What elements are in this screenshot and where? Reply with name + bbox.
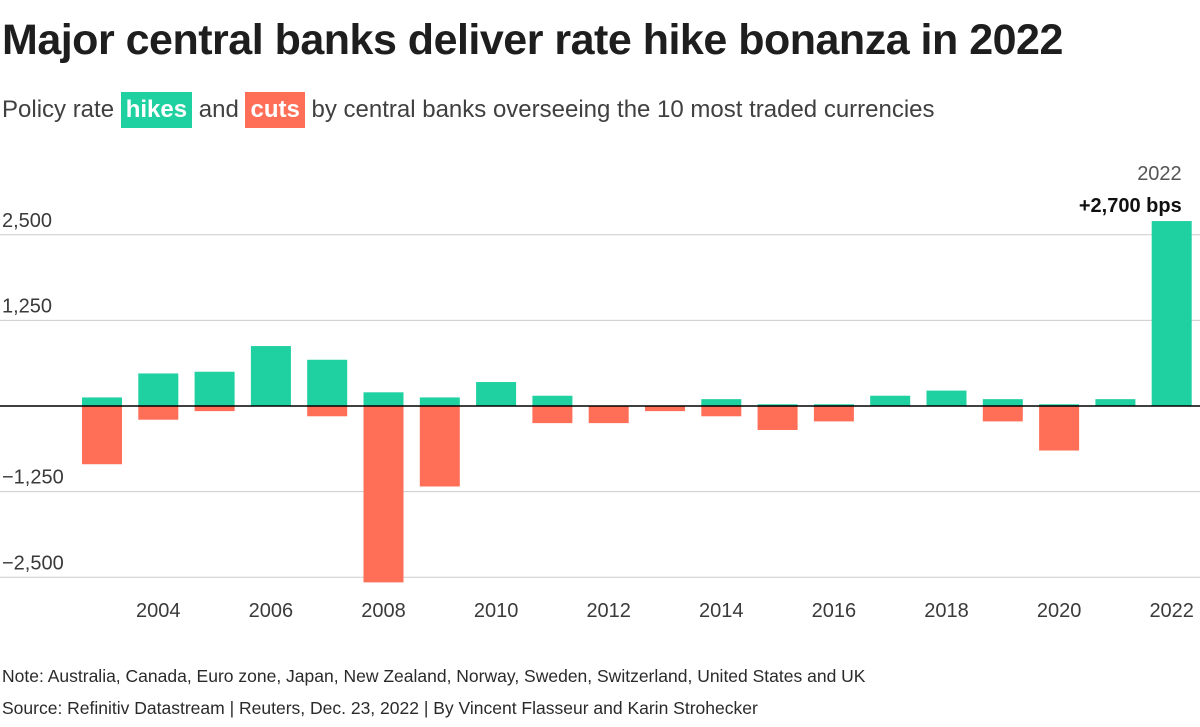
cut-bar-2008	[363, 406, 404, 583]
annotation-year: 2022	[1137, 163, 1182, 185]
hike-bar-2020	[1039, 404, 1080, 406]
hike-bar-2005	[194, 371, 235, 406]
x-tick-label: 2022	[1149, 600, 1194, 622]
hike-bar-2011	[532, 395, 573, 406]
chart-subtitle: Policy rate hikes and cuts by central ba…	[2, 92, 935, 128]
cut-bar-2014	[701, 406, 742, 417]
x-tick-label: 2012	[586, 600, 631, 622]
y-tick-label: 2,500	[2, 210, 52, 232]
cut-bar-2020	[1039, 406, 1080, 451]
cuts-legend-chip: cuts	[245, 92, 305, 128]
hike-bar-2009	[419, 397, 460, 406]
rate-change-bar-chart: 2,500 1,250 −1,250 −2,500 2004 2006 2008 2010 20…	[0, 163, 1200, 622]
hike-bar-2007	[307, 359, 348, 406]
hike-bar-2015	[757, 404, 798, 406]
y-tick-label: −2,500	[2, 552, 64, 574]
hikes-legend-chip: hikes	[120, 92, 193, 128]
x-tick-label: 2018	[924, 600, 969, 622]
cut-bar-2012	[588, 406, 629, 424]
chart-title: Major central banks deliver rate hike bo…	[2, 16, 1063, 64]
y-tick-label: 1,250	[2, 295, 52, 317]
hike-bar-2004	[138, 373, 179, 406]
footnote: Note: Australia, Canada, Euro zone, Japa…	[2, 666, 866, 686]
cut-bar-2011	[532, 406, 573, 424]
hike-bar-2003	[82, 397, 122, 406]
x-tick-label: 2010	[474, 600, 519, 622]
hike-bar-2014	[701, 399, 742, 406]
hike-bar-2021	[1095, 399, 1136, 406]
hike-bar-2010	[476, 382, 517, 406]
hike-bar-2017	[870, 395, 911, 406]
cut-bar-2019	[982, 406, 1023, 422]
hike-bar-2019	[982, 399, 1023, 406]
hike-bar-2022	[1151, 221, 1192, 406]
hike-bar-2018	[926, 390, 967, 406]
cut-bar-2005	[194, 406, 235, 412]
cut-bar-2016	[813, 406, 854, 422]
x-tick-label: 2008	[361, 600, 406, 622]
x-tick-label: 2014	[699, 600, 744, 622]
subtitle-text-after: by central banks overseeing the 10 most …	[311, 96, 935, 123]
x-tick-label: 2004	[136, 600, 181, 622]
annotation-value: +2,700 bps	[1079, 195, 1182, 217]
hike-bar-2008	[363, 392, 404, 406]
x-tick-label: 2020	[1037, 600, 1082, 622]
cut-bar-2004	[138, 406, 179, 420]
hike-bar-2006	[250, 346, 291, 406]
x-tick-label: 2006	[249, 600, 294, 622]
cut-bar-2009	[419, 406, 460, 487]
cut-bar-2007	[307, 406, 348, 417]
cut-bar-2015	[757, 406, 798, 430]
subtitle-text-before: Policy rate	[2, 96, 115, 123]
subtitle-text-middle: and	[198, 96, 239, 123]
cut-bar-2003	[82, 406, 122, 465]
hike-bar-2016	[813, 404, 854, 406]
source-line: Source: Refinitiv Datastream | Reuters, …	[2, 698, 758, 718]
y-tick-label: −1,250	[2, 467, 64, 489]
x-tick-label: 2016	[812, 600, 857, 622]
cut-bar-2013	[645, 406, 685, 412]
